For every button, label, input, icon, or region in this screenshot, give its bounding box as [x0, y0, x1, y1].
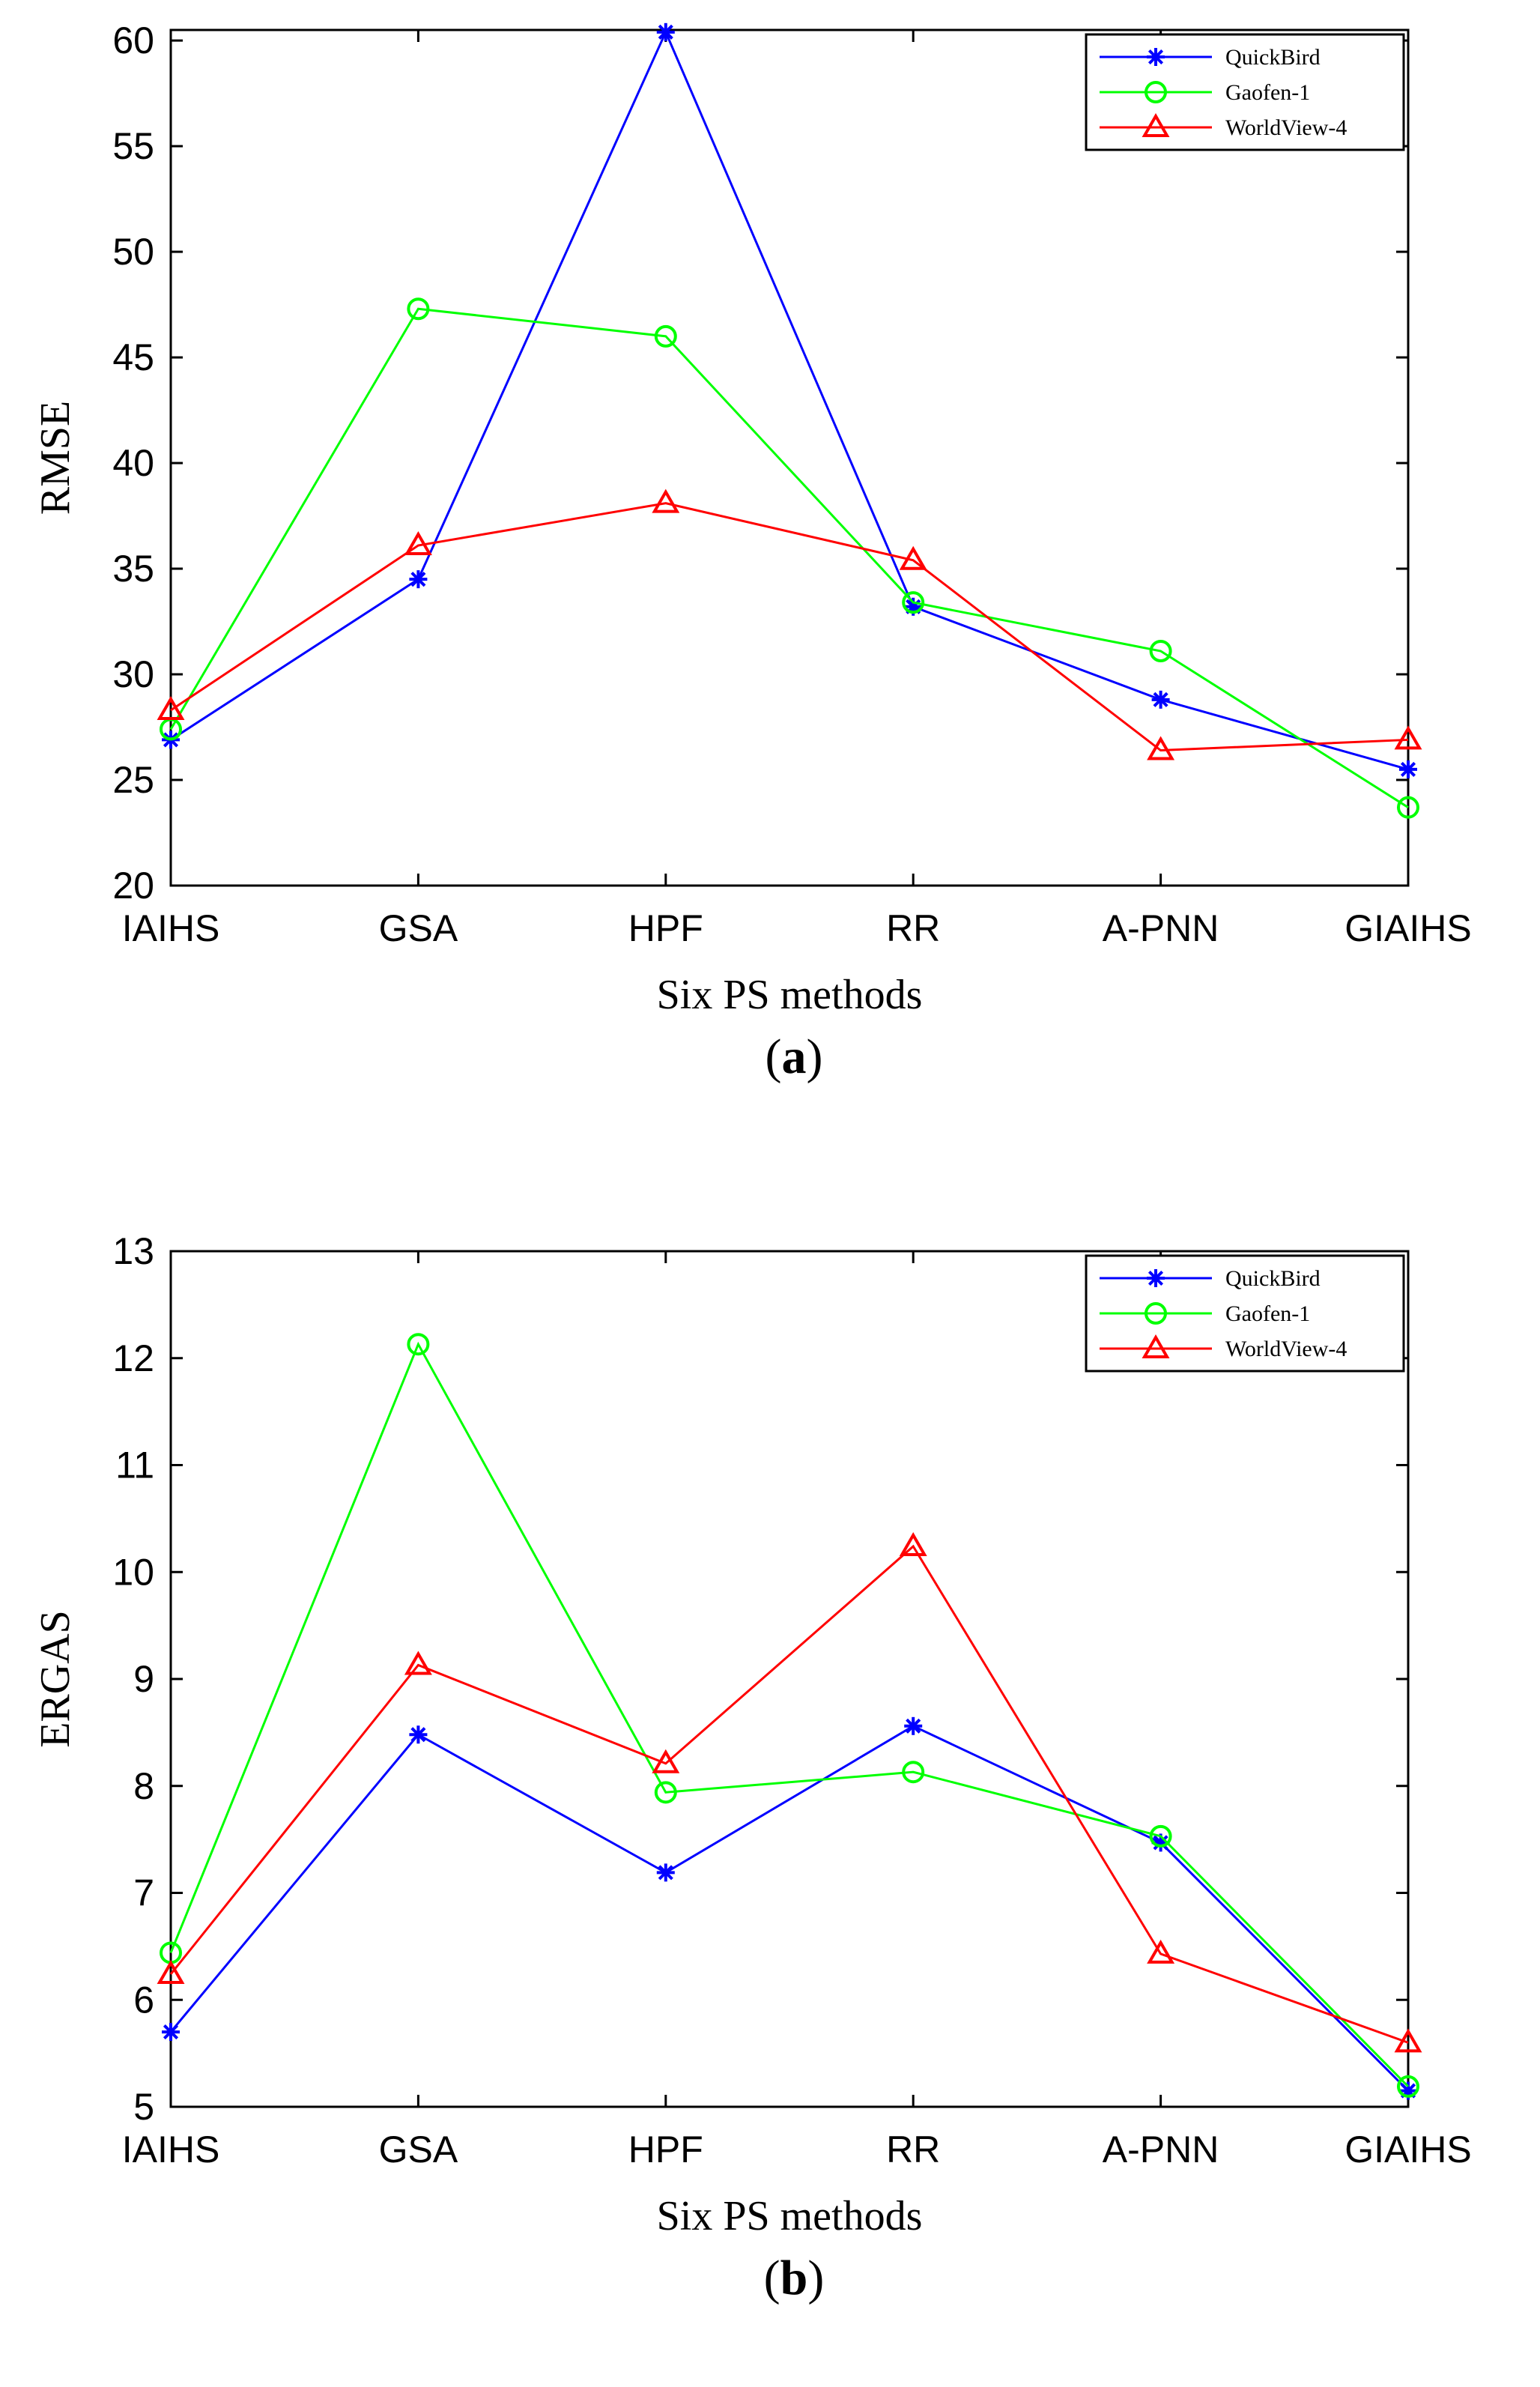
data-point-quickbird: [904, 1716, 923, 1735]
panel-letter: a: [782, 1029, 807, 1084]
data-point-worldview-4: [404, 1651, 432, 1675]
data-point-gaofen-1: [1149, 1824, 1172, 1848]
y-tick-label: 55: [112, 125, 154, 167]
legend-entry: WorldView-4: [1225, 1337, 1347, 1361]
data-point-worldview-4: [652, 488, 680, 513]
data-point-worldview-4: [157, 1959, 185, 1984]
data-point-worldview-4: [1147, 1939, 1175, 1964]
y-tick-label: 35: [112, 548, 154, 590]
panel-caption: (b): [764, 2251, 825, 2305]
x-tick-label: IAIHS: [122, 2129, 220, 2170]
data-point-gaofen-1: [407, 1333, 430, 1356]
series-line-worldview-4: [170, 502, 1409, 752]
y-tick-label: 45: [112, 336, 154, 378]
series-line-quickbird: [169, 1725, 1410, 2092]
y-tick-label: 13: [112, 1230, 154, 1272]
data-point-worldview-4: [1147, 736, 1175, 760]
x-tick-label: A-PNN: [1103, 907, 1219, 949]
x-tick-label: GIAIHS: [1345, 907, 1471, 949]
panel-letter: b: [780, 2251, 808, 2305]
legend-marker: [1145, 81, 1167, 103]
x-tick-label: GIAIHS: [1345, 2129, 1471, 2170]
legend-entry: Gaofen-1: [1225, 1301, 1310, 1326]
x-tick-label: IAIHS: [122, 907, 220, 949]
legend-marker: [1147, 48, 1165, 66]
plot-area: [169, 28, 1410, 887]
data-point-worldview-4: [1394, 725, 1422, 750]
data-point-gaofen-1: [1397, 2075, 1419, 2098]
data-point-quickbird: [1151, 690, 1170, 709]
y-tick-label: 11: [115, 1444, 154, 1486]
data-point-gaofen-1: [654, 1781, 677, 1804]
data-point-quickbird: [162, 2023, 180, 2042]
legend-entry: QuickBird: [1225, 45, 1321, 70]
ergas-chart: 5 6 7 8 9 10 11 12 13 IAIHS GSA HPF RR A-PNN GIAIHS Six…: [32, 1230, 1472, 2305]
y-tick-label: 50: [112, 231, 154, 273]
data-point-worldview-4: [404, 531, 432, 556]
data-point-gaofen-1: [407, 297, 430, 321]
data-point-worldview-4: [652, 1749, 680, 1773]
legend-entry: Gaofen-1: [1225, 80, 1310, 105]
x-axis-label: Six PS methods: [657, 972, 923, 1018]
data-point-worldview-4: [899, 545, 927, 570]
x-tick-label: GSA: [379, 907, 458, 949]
legend-marker: [1142, 112, 1170, 137]
x-tick-label: A-PNN: [1103, 2129, 1219, 2170]
x-tick-label: RR: [886, 907, 940, 949]
y-axis-label: RMSE: [32, 401, 79, 515]
y-tick-label: 9: [133, 1658, 154, 1700]
legend-entry: QuickBird: [1225, 1266, 1321, 1291]
x-tick-label: HPF: [628, 907, 703, 949]
legend-marker: [1147, 1269, 1165, 1287]
panel-caption: (a): [766, 1029, 823, 1084]
data-point-quickbird: [656, 22, 675, 41]
legend: QuickBird Gaofen-1 WorldView-4: [1085, 1254, 1405, 1373]
data-point-worldview-4: [1394, 2028, 1422, 2053]
data-point-gaofen-1: [902, 1761, 925, 1784]
y-tick-label: 25: [112, 759, 154, 801]
y-tick-label: 7: [133, 1872, 154, 1914]
plot-area: [169, 1250, 1410, 2108]
y-tick-label: 12: [112, 1337, 154, 1379]
x-axis-label: Six PS methods: [657, 2193, 923, 2239]
y-tick-label: 5: [133, 2086, 154, 2128]
y-axis-label: ERGAS: [32, 1610, 79, 1748]
data-point-quickbird: [1399, 760, 1417, 778]
data-point-quickbird: [409, 1725, 428, 1744]
y-tick-label: 20: [112, 865, 154, 907]
series-line-quickbird: [170, 29, 1409, 771]
legend-box: [1085, 33, 1405, 151]
y-tick-label: 30: [112, 653, 154, 695]
data-point-quickbird: [656, 1863, 675, 1882]
data-point-gaofen-1: [1397, 796, 1419, 819]
y-tick-label: 60: [112, 19, 154, 61]
series-line-worldview-4: [169, 1544, 1409, 2044]
x-tick-label: HPF: [628, 2129, 703, 2170]
x-tick-label: GSA: [379, 2129, 458, 2170]
series-line-gaofen-1: [169, 307, 1409, 808]
data-point-gaofen-1: [902, 591, 925, 614]
y-tick-label: 10: [112, 1551, 154, 1593]
y-tick-label: 40: [112, 442, 154, 484]
legend-entry: WorldView-4: [1225, 115, 1347, 140]
y-tick-label: 6: [133, 1979, 154, 2021]
data-point-gaofen-1: [654, 324, 677, 348]
legend-marker: [1142, 1334, 1170, 1358]
y-tick-label: 8: [133, 1765, 154, 1807]
rmse-chart: 20 25 30 35 40 45 50 55 60 IAIHS GSA HPF RR A-PNN GIAI…: [32, 19, 1472, 1084]
data-point-worldview-4: [899, 1531, 927, 1556]
series-line-gaofen-1: [169, 1341, 1410, 2087]
x-tick-label: RR: [886, 2129, 940, 2170]
data-point-quickbird: [409, 570, 428, 589]
legend: QuickBird Gaofen-1 WorldView-4: [1085, 33, 1405, 151]
legend-marker: [1145, 1302, 1167, 1325]
data-point-worldview-4: [157, 695, 185, 720]
data-point-gaofen-1: [1149, 640, 1172, 663]
